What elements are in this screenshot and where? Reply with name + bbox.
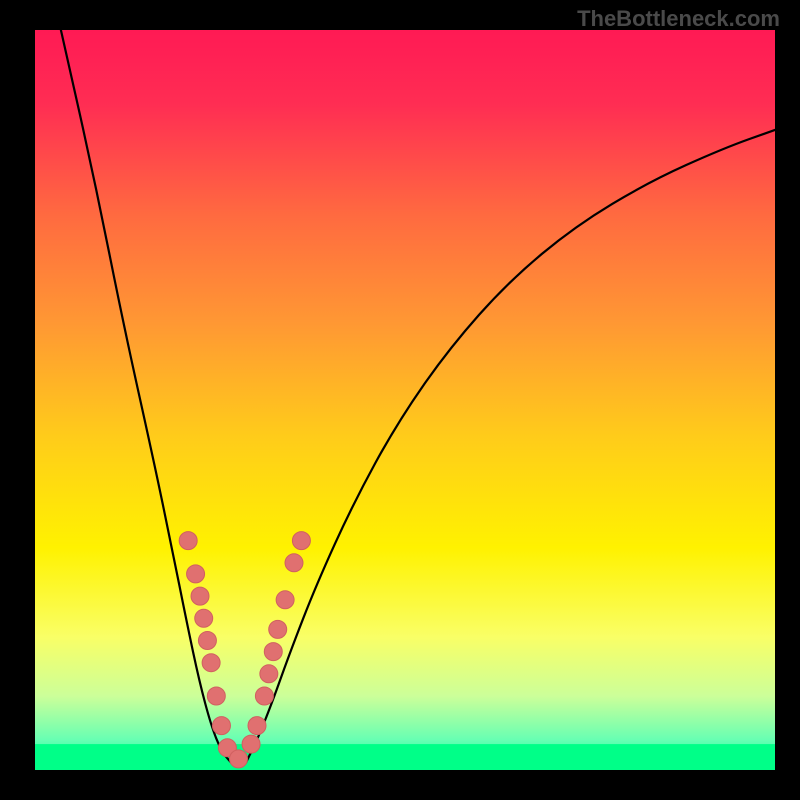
watermark-text: TheBottleneck.com bbox=[577, 6, 780, 32]
plot-area bbox=[35, 30, 775, 770]
chart-svg bbox=[35, 30, 775, 770]
chart-container: TheBottleneck.com bbox=[0, 0, 800, 800]
